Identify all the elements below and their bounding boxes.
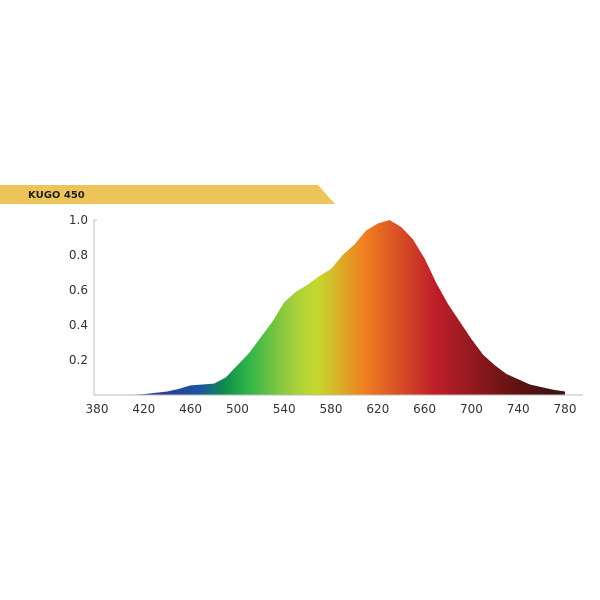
y-tick-label: 0.8 xyxy=(69,248,88,262)
x-tick-label: 700 xyxy=(460,402,483,416)
y-tick-label: 0.6 xyxy=(69,283,88,297)
x-tick-label: 660 xyxy=(413,402,436,416)
x-tick-label: 380 xyxy=(86,402,109,416)
banner-shape xyxy=(0,185,335,204)
x-tick-label: 580 xyxy=(320,402,343,416)
x-tick-label: 780 xyxy=(554,402,577,416)
x-tick-label: 740 xyxy=(507,402,530,416)
x-tick-label: 460 xyxy=(179,402,202,416)
y-tick-label: 0.4 xyxy=(69,318,88,332)
y-tick-label: 0.2 xyxy=(69,353,88,367)
x-tick-label: 500 xyxy=(226,402,249,416)
y-tick-label: 1.0 xyxy=(69,213,88,227)
title-banner: KUGO 450 xyxy=(0,185,335,204)
x-tick-label: 420 xyxy=(132,402,155,416)
spectrum-area xyxy=(97,220,565,395)
banner-label: KUGO 450 xyxy=(28,190,85,201)
x-tick-label: 620 xyxy=(366,402,389,416)
x-tick-label: 540 xyxy=(273,402,296,416)
